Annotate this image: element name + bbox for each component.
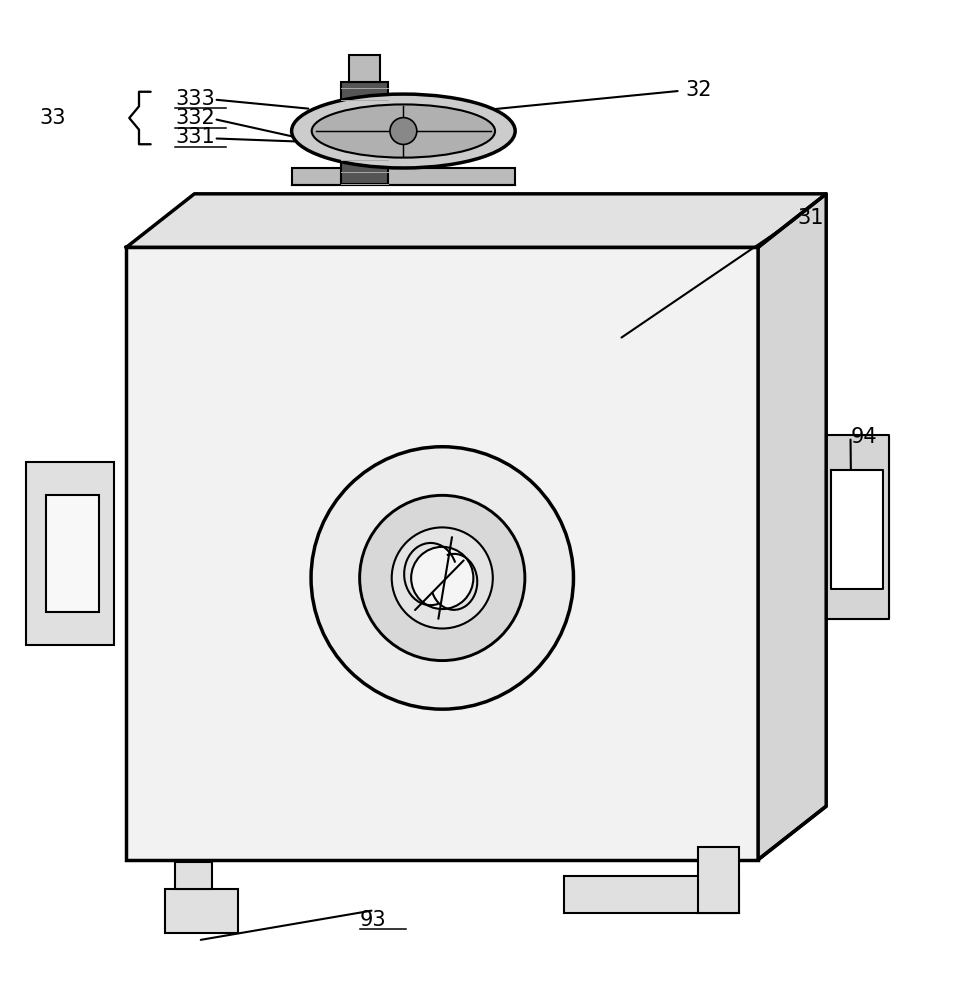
Bar [341,82,388,184]
Polygon shape [826,435,889,619]
Bar [349,55,380,82]
Text: 332: 332 [175,108,215,128]
Circle shape [390,118,417,144]
Text: 31: 31 [797,208,823,228]
Bar [46,495,99,612]
Circle shape [360,495,525,661]
Text: 94: 94 [850,427,877,447]
Bar [698,847,739,913]
Circle shape [392,527,493,628]
Bar [26,462,114,645]
Polygon shape [758,194,826,860]
Bar [126,247,758,860]
Ellipse shape [312,104,495,158]
Bar [292,168,515,185]
Text: 333: 333 [175,89,215,109]
Text: 32: 32 [685,80,712,100]
Polygon shape [831,470,883,589]
Bar [564,876,739,913]
Circle shape [311,447,573,709]
Circle shape [411,547,473,609]
Ellipse shape [292,94,515,168]
Text: 331: 331 [175,127,215,147]
Text: 33: 33 [39,108,65,128]
Bar [165,889,238,933]
Polygon shape [126,194,826,247]
Bar [175,862,212,889]
Text: 93: 93 [360,910,386,930]
